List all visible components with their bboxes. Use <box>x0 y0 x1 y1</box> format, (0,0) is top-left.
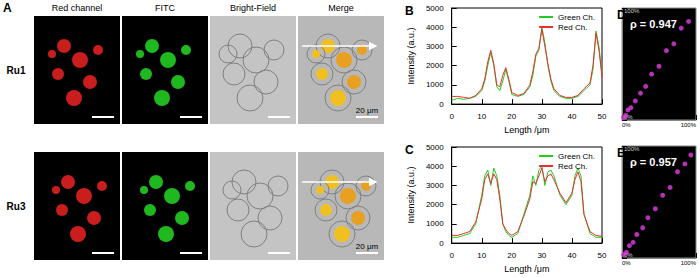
svg-text:0%: 0% <box>622 122 631 128</box>
svg-text:Ru3: Ru3 <box>7 201 26 212</box>
svg-text:0%: 0% <box>622 260 631 266</box>
svg-text:40: 40 <box>567 112 576 121</box>
svg-text:2000: 2000 <box>426 200 444 209</box>
svg-text:10: 10 <box>477 112 486 121</box>
svg-text:ρ = 0.957: ρ = 0.957 <box>630 156 677 168</box>
svg-text:20 μm: 20 μm <box>356 242 379 251</box>
svg-text:5000: 5000 <box>426 4 444 13</box>
svg-text:100%: 100% <box>681 122 697 128</box>
svg-text:Green Ch.: Green Ch. <box>558 13 595 22</box>
svg-text:1000: 1000 <box>426 80 444 89</box>
svg-text:B: B <box>405 4 414 18</box>
svg-text:0: 0 <box>439 239 444 248</box>
svg-text:40: 40 <box>567 251 576 260</box>
svg-text:20: 20 <box>507 112 516 121</box>
svg-text:0: 0 <box>439 100 444 109</box>
svg-text:3000: 3000 <box>426 42 444 51</box>
svg-text:4000: 4000 <box>426 23 444 32</box>
svg-text:Red channel: Red channel <box>52 3 103 13</box>
svg-text:100%: 100% <box>624 8 640 14</box>
svg-text:50: 50 <box>598 112 607 121</box>
svg-text:Red Ch.: Red Ch. <box>558 162 587 171</box>
svg-text:100%: 100% <box>681 260 697 266</box>
svg-text:Intensity (a.u.): Intensity (a.u.) <box>406 167 416 224</box>
svg-text:30: 30 <box>537 112 546 121</box>
svg-text:0: 0 <box>449 112 454 121</box>
svg-text:0%: 0% <box>624 252 633 258</box>
svg-text:4000: 4000 <box>426 162 444 171</box>
svg-text:D: D <box>617 8 626 22</box>
svg-text:Length /μm: Length /μm <box>504 264 549 274</box>
svg-text:1000: 1000 <box>426 219 444 228</box>
svg-text:20 μm: 20 μm <box>356 106 379 115</box>
svg-text:3000: 3000 <box>426 181 444 190</box>
svg-text:E: E <box>617 146 625 160</box>
svg-text:5000: 5000 <box>426 143 444 152</box>
svg-text:ρ = 0.947: ρ = 0.947 <box>630 18 677 30</box>
svg-text:Length /μm: Length /μm <box>504 125 549 135</box>
svg-text:Bright-Field: Bright-Field <box>230 3 276 13</box>
svg-text:FITC: FITC <box>155 3 175 13</box>
svg-text:A: A <box>3 1 12 15</box>
svg-text:50: 50 <box>598 251 607 260</box>
svg-text:10: 10 <box>477 251 486 260</box>
svg-text:Green Ch.: Green Ch. <box>558 152 595 161</box>
svg-text:0: 0 <box>449 251 454 260</box>
svg-text:Intensity (a.u.): Intensity (a.u.) <box>406 28 416 85</box>
svg-text:Ru1: Ru1 <box>7 65 26 76</box>
svg-text:Merge: Merge <box>328 3 354 13</box>
svg-text:20: 20 <box>507 251 516 260</box>
svg-text:0%: 0% <box>624 114 633 120</box>
svg-text:C: C <box>405 143 414 157</box>
svg-text:2000: 2000 <box>426 61 444 70</box>
svg-text:Red Ch.: Red Ch. <box>558 23 587 32</box>
svg-text:100%: 100% <box>624 146 640 152</box>
svg-text:30: 30 <box>537 251 546 260</box>
